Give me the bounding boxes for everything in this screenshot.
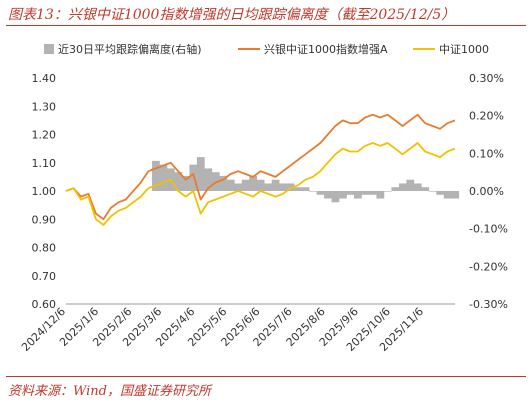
y-right-tick-label: 0.00% xyxy=(469,185,504,198)
y-right-tick-label: -0.20% xyxy=(469,260,508,273)
tracking-deviation-bar xyxy=(159,164,168,191)
source-divider xyxy=(6,376,526,377)
tracking-deviation-bar xyxy=(398,183,407,191)
fund-nav-line xyxy=(65,113,456,221)
tracking-deviation-bar xyxy=(241,179,250,191)
tracking-deviation-bar xyxy=(279,183,287,191)
y-left-tick-label: 1.40 xyxy=(32,72,57,85)
tracking-deviation-bar xyxy=(324,191,332,199)
tracking-deviation-bar xyxy=(413,183,422,191)
tracking-deviation-bar xyxy=(346,191,355,195)
tracking-deviation-bar xyxy=(428,191,437,192)
tracking-deviation-bar xyxy=(406,179,415,191)
y-right-tick-label: -0.30% xyxy=(469,298,508,311)
y-left-tick-label: 1.30 xyxy=(32,100,57,113)
tracking-deviation-bar xyxy=(316,191,325,195)
tracking-deviation-bar xyxy=(376,191,385,199)
source-note: 资料来源：Wind，国盛证券研究所 xyxy=(8,384,211,399)
tracking-deviation-bar xyxy=(234,183,243,191)
y-left-tick-label: 0.60 xyxy=(32,298,57,311)
tracking-deviation-bar xyxy=(256,179,265,191)
tracking-deviation-bar xyxy=(368,191,377,195)
tracking-deviation-bar xyxy=(264,183,273,191)
y-left-tick-label: 0.90 xyxy=(32,213,57,226)
tracking-deviation-bar xyxy=(451,191,460,199)
y-right-tick-label: 0.10% xyxy=(469,147,504,160)
y-left-tick-label: 1.20 xyxy=(32,129,57,142)
tracking-deviation-bar xyxy=(436,191,445,195)
tracking-deviation-bar xyxy=(226,179,235,191)
y-right-tick-label: 0.20% xyxy=(469,110,504,123)
y-left-tick-label: 1.10 xyxy=(32,157,57,170)
legend-label: 兴银中证1000指数增强A xyxy=(264,42,388,56)
tracking-deviation-bar xyxy=(309,191,317,192)
y-right-tick-label: -0.10% xyxy=(469,223,508,236)
tracking-deviation-bar xyxy=(443,191,452,199)
tracking-deviation-bar xyxy=(174,172,183,191)
tracking-deviation-bar xyxy=(391,187,400,191)
tracking-deviation-bar xyxy=(421,187,430,191)
tracking-deviation-bar xyxy=(189,164,198,191)
tracking-deviation-bar xyxy=(196,157,205,191)
tracking-deviation-bar xyxy=(152,160,160,191)
y-left-tick-label: 0.80 xyxy=(32,242,57,255)
tracking-deviation-bar xyxy=(331,191,340,203)
x-tick-label: 2024/12/6 xyxy=(19,305,68,354)
legend-swatch-area xyxy=(44,44,54,54)
y-left-tick-label: 0.70 xyxy=(32,270,57,283)
index-line xyxy=(65,142,456,226)
tracking-deviation-bar xyxy=(204,168,213,191)
tracking-deviation-bar xyxy=(361,191,370,195)
tracking-deviation-bar xyxy=(271,179,280,191)
figure-title: 图表13：兴银中证1000指数增强的日均跟踪偏离度（截至2025/12/5） xyxy=(8,7,456,23)
tracking-deviation-bar xyxy=(301,187,310,191)
tracking-deviation-bar xyxy=(354,191,362,199)
title-divider xyxy=(6,25,526,26)
tracking-deviation-bar xyxy=(383,191,392,192)
legend-label: 近30日平均跟踪偏离度(右轴) xyxy=(58,42,202,56)
tracking-deviation-bar xyxy=(249,175,258,191)
legend-label: 中证1000 xyxy=(439,43,489,56)
tracking-deviation-bar xyxy=(294,187,302,191)
tracking-deviation-bar xyxy=(339,191,347,199)
tracking-deviation-bar xyxy=(219,175,228,191)
y-left-tick-label: 1.00 xyxy=(32,185,57,198)
y-right-tick-label: 0.30% xyxy=(469,72,504,85)
tracking-deviation-bar xyxy=(181,175,190,191)
